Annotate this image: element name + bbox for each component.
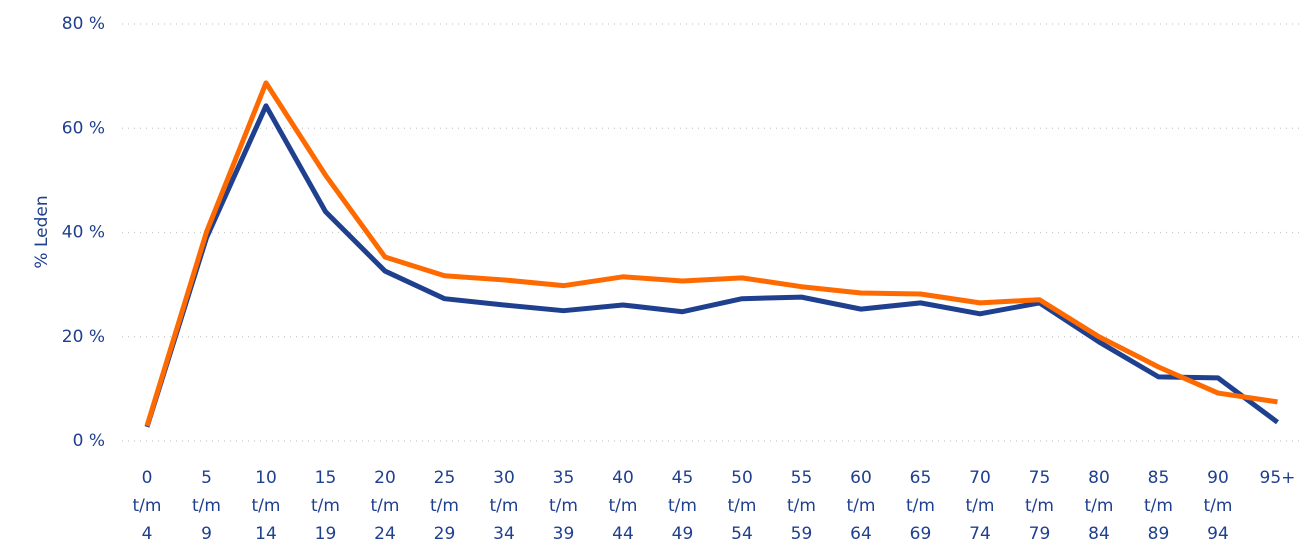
x-tick-label: 19 bbox=[315, 524, 337, 544]
x-tick-label: 55 bbox=[791, 468, 813, 488]
x-tick-label: 9 bbox=[201, 524, 212, 544]
x-tick-label: t/m bbox=[847, 496, 876, 516]
x-tick-label: 50 bbox=[731, 468, 753, 488]
x-tick-label: 14 bbox=[255, 524, 277, 544]
x-tick-label: 44 bbox=[612, 524, 634, 544]
x-tick-label: 49 bbox=[672, 524, 694, 544]
x-tick-label: t/m bbox=[192, 496, 221, 516]
x-tick-label: t/m bbox=[787, 496, 816, 516]
x-tick-label: 89 bbox=[1148, 524, 1170, 544]
x-tick-label: t/m bbox=[668, 496, 697, 516]
x-tick-label: 45 bbox=[672, 468, 694, 488]
x-tick-label: 20 bbox=[374, 468, 396, 488]
x-tick-label: 30 bbox=[493, 468, 515, 488]
x-tick-label: t/m bbox=[549, 496, 578, 516]
x-tick-label: 84 bbox=[1088, 524, 1110, 544]
x-tick-label: 29 bbox=[434, 524, 456, 544]
x-tick-label: t/m bbox=[490, 496, 519, 516]
x-tick-label: t/m bbox=[966, 496, 995, 516]
x-tick-label: 35 bbox=[553, 468, 575, 488]
x-tick-label: 5 bbox=[201, 468, 212, 488]
x-tick-label: 79 bbox=[1029, 524, 1051, 544]
x-tick-label: t/m bbox=[252, 496, 281, 516]
x-tick-label: t/m bbox=[1204, 496, 1233, 516]
y-tick-label: 80 % bbox=[62, 14, 105, 34]
x-tick-label: 95+ bbox=[1260, 468, 1296, 488]
x-tick-label: 85 bbox=[1148, 468, 1170, 488]
y-tick-label: 60 % bbox=[62, 118, 105, 138]
x-tick-label: t/m bbox=[1144, 496, 1173, 516]
x-tick-label: 40 bbox=[612, 468, 634, 488]
x-tick-label: 4 bbox=[142, 524, 153, 544]
x-tick-label: 94 bbox=[1207, 524, 1229, 544]
y-axis-label: % Leden bbox=[32, 195, 52, 268]
x-tick-label: 70 bbox=[969, 468, 991, 488]
x-tick-label: 75 bbox=[1029, 468, 1051, 488]
x-tick-label: t/m bbox=[1085, 496, 1114, 516]
x-tick-label: 90 bbox=[1207, 468, 1229, 488]
x-tick-label: 65 bbox=[910, 468, 932, 488]
x-tick-label: 10 bbox=[255, 468, 277, 488]
x-tick-label: 59 bbox=[791, 524, 813, 544]
x-tick-label: 64 bbox=[850, 524, 872, 544]
x-tick-label: 34 bbox=[493, 524, 515, 544]
x-tick-label: 80 bbox=[1088, 468, 1110, 488]
x-tick-label: 60 bbox=[850, 468, 872, 488]
data-line bbox=[144, 103, 1279, 428]
x-tick-label: t/m bbox=[371, 496, 400, 516]
x-tick-label: 15 bbox=[315, 468, 337, 488]
x-tick-label: t/m bbox=[1025, 496, 1054, 516]
x-tick-label: t/m bbox=[311, 496, 340, 516]
x-tick-label: 39 bbox=[553, 524, 575, 544]
x-tick-label: 0 bbox=[142, 468, 153, 488]
y-tick-label: 40 % bbox=[62, 223, 105, 243]
data-line bbox=[144, 80, 1278, 427]
x-tick-label: t/m bbox=[728, 496, 757, 516]
x-tick-label: 54 bbox=[731, 524, 753, 544]
x-tick-label: 69 bbox=[910, 524, 932, 544]
x-tick-label: t/m bbox=[609, 496, 638, 516]
x-tick-label: t/m bbox=[430, 496, 459, 516]
x-tick-label: t/m bbox=[133, 496, 162, 516]
x-tick-label: 25 bbox=[434, 468, 456, 488]
y-tick-label: 0 % bbox=[73, 431, 105, 451]
x-tick-label: 24 bbox=[374, 524, 396, 544]
x-tick-label: 74 bbox=[969, 524, 991, 544]
y-tick-label: 20 % bbox=[62, 327, 105, 347]
x-tick-label: t/m bbox=[906, 496, 935, 516]
